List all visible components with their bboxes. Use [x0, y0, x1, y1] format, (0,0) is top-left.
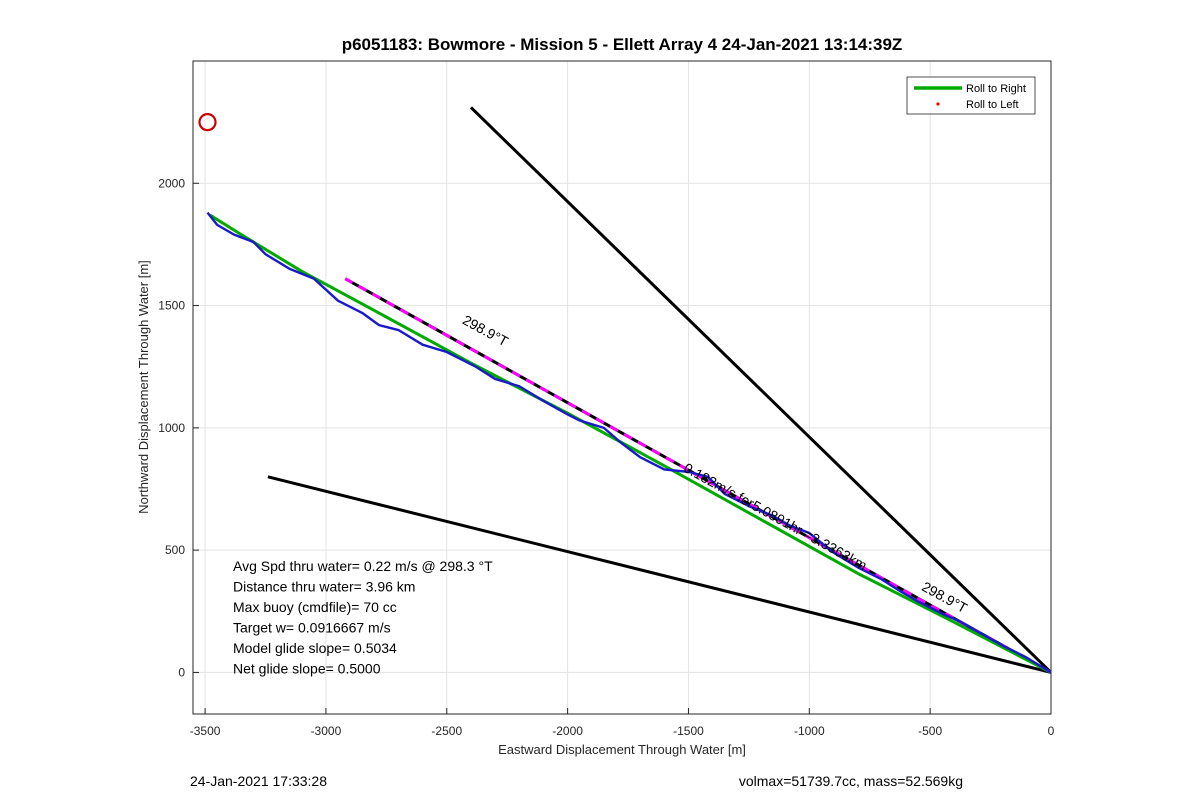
- x-tick-label: -3500: [190, 724, 221, 738]
- heading-line-lower: [267, 475, 1051, 674]
- y-tick-label: 2000: [158, 176, 185, 190]
- legend-mark-roll-to-left: [936, 102, 940, 106]
- y-tick-label: 0: [178, 665, 185, 679]
- target-circle: [198, 113, 217, 132]
- x-tick-label: -1500: [673, 724, 704, 738]
- x-tick-label: -1000: [794, 724, 825, 738]
- series-group: [206, 211, 1051, 674]
- x-axis-label: Eastward Displacement Through Water [m]: [498, 742, 746, 757]
- legend-label-roll-to-left: Roll to Left: [966, 99, 1019, 111]
- heading-line-upper: [469, 106, 1051, 674]
- footer-volmax-mass: volmax=51739.7cc, mass=52.569kg: [739, 773, 963, 789]
- footer-timestamp: 24-Jan-2021 17:33:28: [190, 773, 327, 789]
- x-tick-label: -3000: [311, 724, 342, 738]
- legend-box: [906, 76, 1036, 115]
- y-axis-label: Northward Displacement Through Water [m]: [136, 260, 151, 514]
- stats-block: Avg Spd thru water= 0.22 m/s @ 298.3 °T D…: [233, 558, 493, 677]
- y-tick-label: 1500: [158, 299, 185, 313]
- stats-line: Net glide slope= 0.5000: [233, 661, 381, 677]
- legend-label-roll-to-right: Roll to Right: [966, 83, 1026, 95]
- markers-group: [198, 113, 217, 132]
- y-tick-label: 1000: [158, 421, 185, 435]
- tick-labels: -3500 -3000 -2500 -2000 -1500 -1000 -500 0 0 500 1…: [158, 176, 1054, 738]
- x-tick-label: -2000: [552, 724, 583, 738]
- series-track: [206, 211, 1051, 674]
- chart-title: p6051183: Bowmore - Mission 5 - Ellett A…: [342, 35, 903, 54]
- legend: Roll to Right Roll to Left: [906, 76, 1036, 115]
- x-tick-label: -2500: [431, 724, 462, 738]
- stats-line: Target w= 0.0916667 m/s: [233, 620, 391, 636]
- x-tick-label: 0: [1048, 724, 1055, 738]
- y-tick-label: 500: [165, 543, 185, 557]
- stats-line: Avg Spd thru water= 0.22 m/s @ 298.3 °T: [233, 558, 493, 574]
- axes-frame: [192, 60, 1052, 715]
- stats-line: Max buoy (cmdfile)= 70 cc: [233, 599, 397, 615]
- x-tick-label: -500: [918, 724, 942, 738]
- stats-line: Model glide slope= 0.5034: [233, 640, 397, 656]
- plot-area: [193, 61, 1051, 714]
- stats-line: Distance thru water= 3.96 km: [233, 579, 415, 595]
